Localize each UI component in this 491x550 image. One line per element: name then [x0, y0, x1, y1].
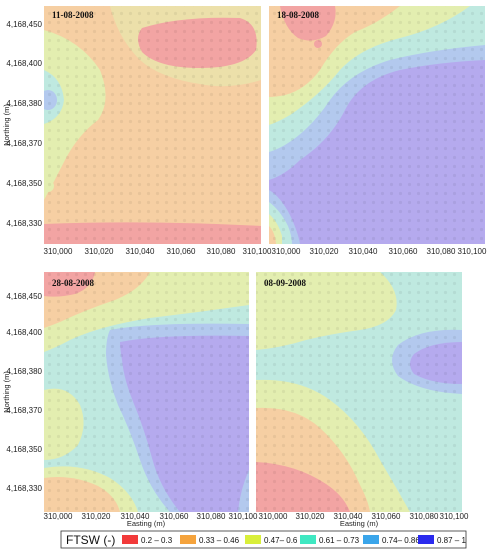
date-label-4: 08-09-2008 — [264, 278, 306, 288]
map-panel-4 — [256, 272, 462, 512]
y-ticks-bottom: 4,168,450 4,168,400 4,168,380 4,168,370 … — [6, 292, 42, 493]
map-panel-1 — [44, 6, 261, 244]
x-tick: 310,000 — [44, 512, 73, 521]
y-tick: 4,168,350 — [6, 445, 42, 454]
x-tick: 310,000 — [259, 512, 288, 521]
x-tick: 310,100 — [243, 247, 272, 256]
x-tick: 310,080 — [207, 247, 236, 256]
legend-title: FTSW (-) — [66, 533, 115, 547]
legend-swatch-4 — [363, 535, 379, 544]
y-ticks-top: 4,168,450 4,168,400 4,168,380 4,168,370 … — [6, 20, 42, 228]
y-tick: 4,168,370 — [6, 406, 42, 415]
x-tick: 310,000 — [272, 247, 301, 256]
x-tick: 310,100 — [229, 512, 258, 521]
x-tick: 310,080 — [410, 512, 439, 521]
y-tick: 4,168,330 — [6, 219, 42, 228]
y-tick: 4,168,400 — [6, 59, 42, 68]
y-tick: 4,168,400 — [6, 328, 42, 337]
x-tick: 310,060 — [167, 247, 196, 256]
y-tick: 4,168,370 — [6, 139, 42, 148]
y-tick: 4,168,380 — [6, 99, 42, 108]
legend-swatch-1 — [180, 535, 196, 544]
legend-label-4: 0.74– 0.86 — [382, 536, 420, 545]
x-tick: 310,060 — [160, 512, 189, 521]
x-tick: 310,080 — [427, 247, 456, 256]
y-axis-label-top: Northing (m) — [2, 104, 11, 146]
legend-label-5: 0.87 – 1 — [437, 536, 466, 545]
y-tick: 4,168,380 — [6, 367, 42, 376]
x-axis-label-left: Easting (m) — [127, 519, 166, 528]
date-label-3: 28-08-2008 — [52, 278, 94, 288]
legend-label-0: 0.2 – 0.3 — [141, 536, 173, 545]
legend-label-1: 0.33 – 0.46 — [199, 536, 240, 545]
map-panel-2 — [269, 6, 485, 244]
x-tick: 310,020 — [85, 247, 114, 256]
y-tick: 4,168,450 — [6, 20, 42, 29]
x-ticks-bottom-left: 310,000 310,020 310,040 310,060 310,080 … — [44, 512, 258, 521]
date-label-2: 18-08-2008 — [277, 10, 319, 20]
legend-swatch-0 — [122, 535, 138, 544]
x-axis-label-right: Easting (m) — [340, 519, 379, 528]
x-ticks-bottom-right: 310,000 310,020 310,040 310,060 310,080 … — [259, 512, 469, 521]
x-tick: 310,040 — [334, 512, 363, 521]
date-label-1: 11-08-2008 — [52, 10, 94, 20]
legend-swatch-3 — [300, 535, 316, 544]
x-tick: 310,040 — [126, 247, 155, 256]
legend-label-2: 0.47– 0.6 — [264, 536, 298, 545]
x-tick: 310,060 — [389, 247, 418, 256]
x-tick: 310,040 — [349, 247, 378, 256]
y-tick: 4,168,330 — [6, 484, 42, 493]
x-tick: 310,000 — [44, 247, 73, 256]
map-panel-3 — [44, 272, 249, 512]
x-tick: 310,020 — [296, 512, 325, 521]
x-tick: 310,100 — [440, 512, 469, 521]
x-tick: 310,060 — [372, 512, 401, 521]
y-axis-label-bottom: Northing (m) — [2, 371, 11, 413]
y-tick: 4,168,350 — [6, 179, 42, 188]
x-ticks-top-left: 310,000 310,020 310,040 310,060 310,080 … — [44, 247, 272, 256]
legend-swatch-5 — [418, 535, 434, 544]
x-tick: 310,020 — [82, 512, 111, 521]
x-ticks-top-right: 310,000 310,020 310,040 310,060 310,080 … — [272, 247, 487, 256]
legend-swatch-2 — [245, 535, 261, 544]
x-tick: 310,100 — [458, 247, 487, 256]
x-tick: 310,040 — [121, 512, 150, 521]
legend: FTSW (-) 0.2 – 0.3 0.33 – 0.46 0.47– 0.6… — [60, 530, 466, 549]
x-tick: 310,080 — [197, 512, 226, 521]
legend-label-3: 0.61 – 0.73 — [319, 536, 360, 545]
x-tick: 310,020 — [310, 247, 339, 256]
y-tick: 4,168,450 — [6, 292, 42, 301]
